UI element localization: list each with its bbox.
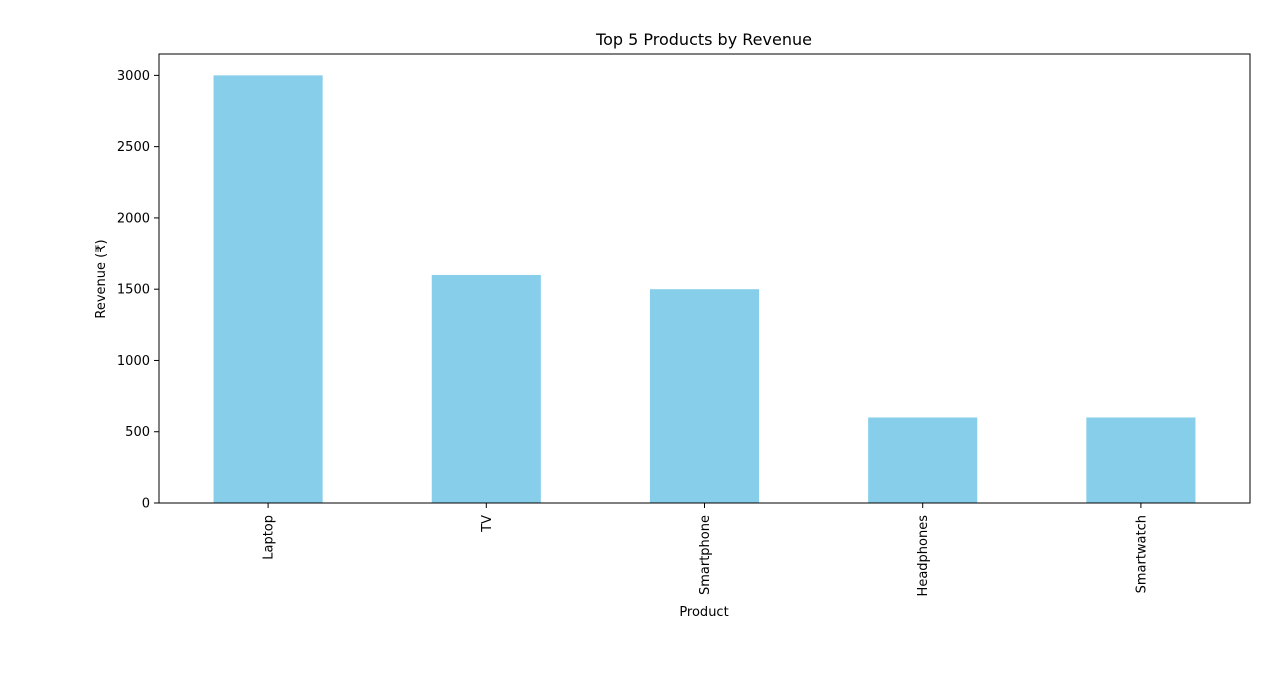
bar-laptop [213, 75, 323, 503]
y-tick-label: 1500 [117, 283, 150, 298]
y-axis-ticks: 0 500 1000 1500 2000 2500 3000 [117, 69, 159, 512]
y-tick-label: 3000 [117, 69, 150, 84]
x-tick-label: Smartphone [698, 515, 713, 595]
x-tick-label: Headphones [916, 515, 931, 597]
y-axis-label: Revenue (₹) [94, 239, 109, 318]
x-axis-ticks: Laptop TV Smartphone Headphones Smartwatch [262, 503, 1149, 597]
y-tick-label: 500 [125, 425, 150, 440]
x-tick-label: TV [480, 515, 495, 533]
bars-group [213, 75, 1196, 503]
y-tick-label: 0 [142, 497, 150, 512]
y-tick-label: 2000 [117, 211, 150, 226]
y-tick-label: 2500 [117, 140, 150, 155]
plot-frame [158, 53, 1251, 504]
x-tick-label: Laptop [262, 515, 277, 560]
x-axis-label: Product [679, 605, 728, 620]
bar-headphones [868, 417, 978, 503]
bar-smartwatch [1086, 417, 1196, 503]
bar-smartphone [649, 289, 760, 503]
bar-tv [431, 274, 541, 503]
chart-title: Top 5 Products by Revenue [595, 30, 812, 49]
x-tick-label: Smartwatch [1134, 515, 1149, 593]
y-tick-label: 1000 [117, 354, 150, 369]
